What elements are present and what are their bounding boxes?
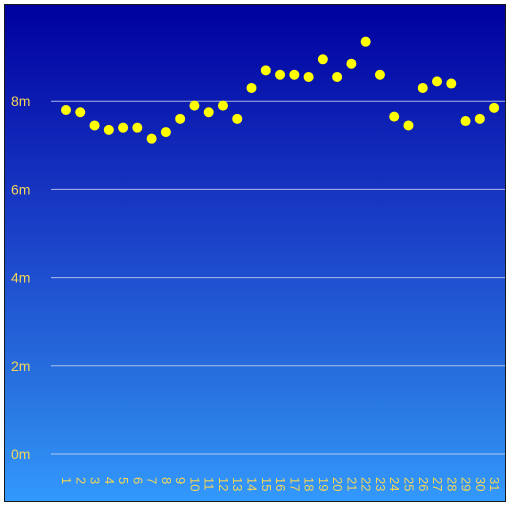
- y-tick-label: 8m: [11, 93, 30, 109]
- x-tick-label: 8: [159, 477, 174, 484]
- x-tick-label: 22: [359, 477, 374, 491]
- data-point: [432, 76, 443, 87]
- x-tick-label: 5: [116, 477, 131, 484]
- x-tick-label: 17: [287, 477, 302, 491]
- data-point: [232, 113, 243, 124]
- data-point: [289, 69, 300, 80]
- data-point: [403, 120, 414, 131]
- data-point: [346, 58, 357, 69]
- x-tick-label: 2: [73, 477, 88, 484]
- data-point: [61, 105, 71, 116]
- y-tick-label: 2m: [11, 358, 30, 374]
- x-tick-label: 30: [473, 477, 488, 491]
- data-point: [474, 113, 485, 124]
- x-tick-label: 3: [88, 477, 103, 484]
- data-points: [61, 36, 500, 144]
- data-point: [118, 122, 129, 133]
- x-tick-label: 31: [487, 477, 502, 491]
- y-tick-label: 4m: [11, 270, 30, 286]
- x-tick-label: 14: [245, 477, 260, 491]
- x-tick-label: 20: [330, 477, 345, 491]
- x-tick-label: 29: [459, 477, 474, 491]
- data-point: [132, 122, 143, 133]
- x-axis-tick-labels: 1 2 3 4 5 6 7 8 9 10 11 12 13 14 15 16 17 18 19 20 21 22 23 24 2…: [59, 477, 502, 491]
- data-point: [189, 100, 200, 111]
- x-tick-label: 26: [416, 477, 431, 491]
- x-tick-label: 1: [59, 477, 74, 484]
- data-point: [303, 71, 314, 82]
- x-tick-label: 21: [344, 477, 359, 491]
- data-point: [260, 65, 271, 76]
- x-tick-label: 13: [230, 477, 245, 491]
- x-tick-label: 7: [145, 477, 160, 484]
- x-tick-label: 4: [102, 477, 117, 484]
- data-point: [175, 113, 186, 124]
- x-tick-label: 10: [187, 477, 202, 491]
- x-tick-label: 28: [444, 477, 459, 491]
- data-point: [374, 69, 385, 80]
- data-point: [489, 102, 500, 113]
- data-point: [275, 69, 286, 80]
- x-tick-label: 23: [373, 477, 388, 491]
- x-tick-label: 9: [173, 477, 188, 484]
- x-tick-label: 11: [202, 477, 217, 491]
- x-tick-label: 24: [387, 477, 402, 491]
- x-tick-label: 25: [401, 477, 416, 491]
- data-point: [203, 107, 214, 118]
- data-point: [460, 116, 471, 127]
- x-tick-label: 16: [273, 477, 288, 491]
- y-axis-tick-labels: 0m 2m 4m 6m 8m: [11, 93, 30, 462]
- x-tick-label: 27: [430, 477, 445, 491]
- data-point: [317, 54, 328, 65]
- chart-frame: 0m 2m 4m 6m 8m 1 2 3 4 5 6 7 8 9 10 11 12 13 14 15 16 17 18 19…: [4, 4, 506, 502]
- data-point: [446, 78, 457, 89]
- data-point: [217, 100, 228, 111]
- data-point: [146, 133, 157, 144]
- x-tick-label: 18: [302, 477, 317, 491]
- data-point: [417, 82, 428, 93]
- x-tick-label: 12: [216, 477, 231, 491]
- data-point: [332, 71, 343, 82]
- data-point: [160, 127, 171, 138]
- x-tick-label: 6: [130, 477, 145, 484]
- x-tick-label: 19: [316, 477, 331, 491]
- data-point: [389, 111, 400, 122]
- data-point: [246, 82, 257, 93]
- data-point: [360, 36, 371, 47]
- data-point: [103, 124, 114, 135]
- gridlines: [51, 100, 505, 455]
- data-point: [75, 107, 86, 118]
- data-point: [89, 120, 100, 131]
- x-tick-label: 15: [259, 477, 274, 491]
- y-tick-label: 6m: [11, 181, 30, 197]
- y-tick-label: 0m: [11, 446, 30, 462]
